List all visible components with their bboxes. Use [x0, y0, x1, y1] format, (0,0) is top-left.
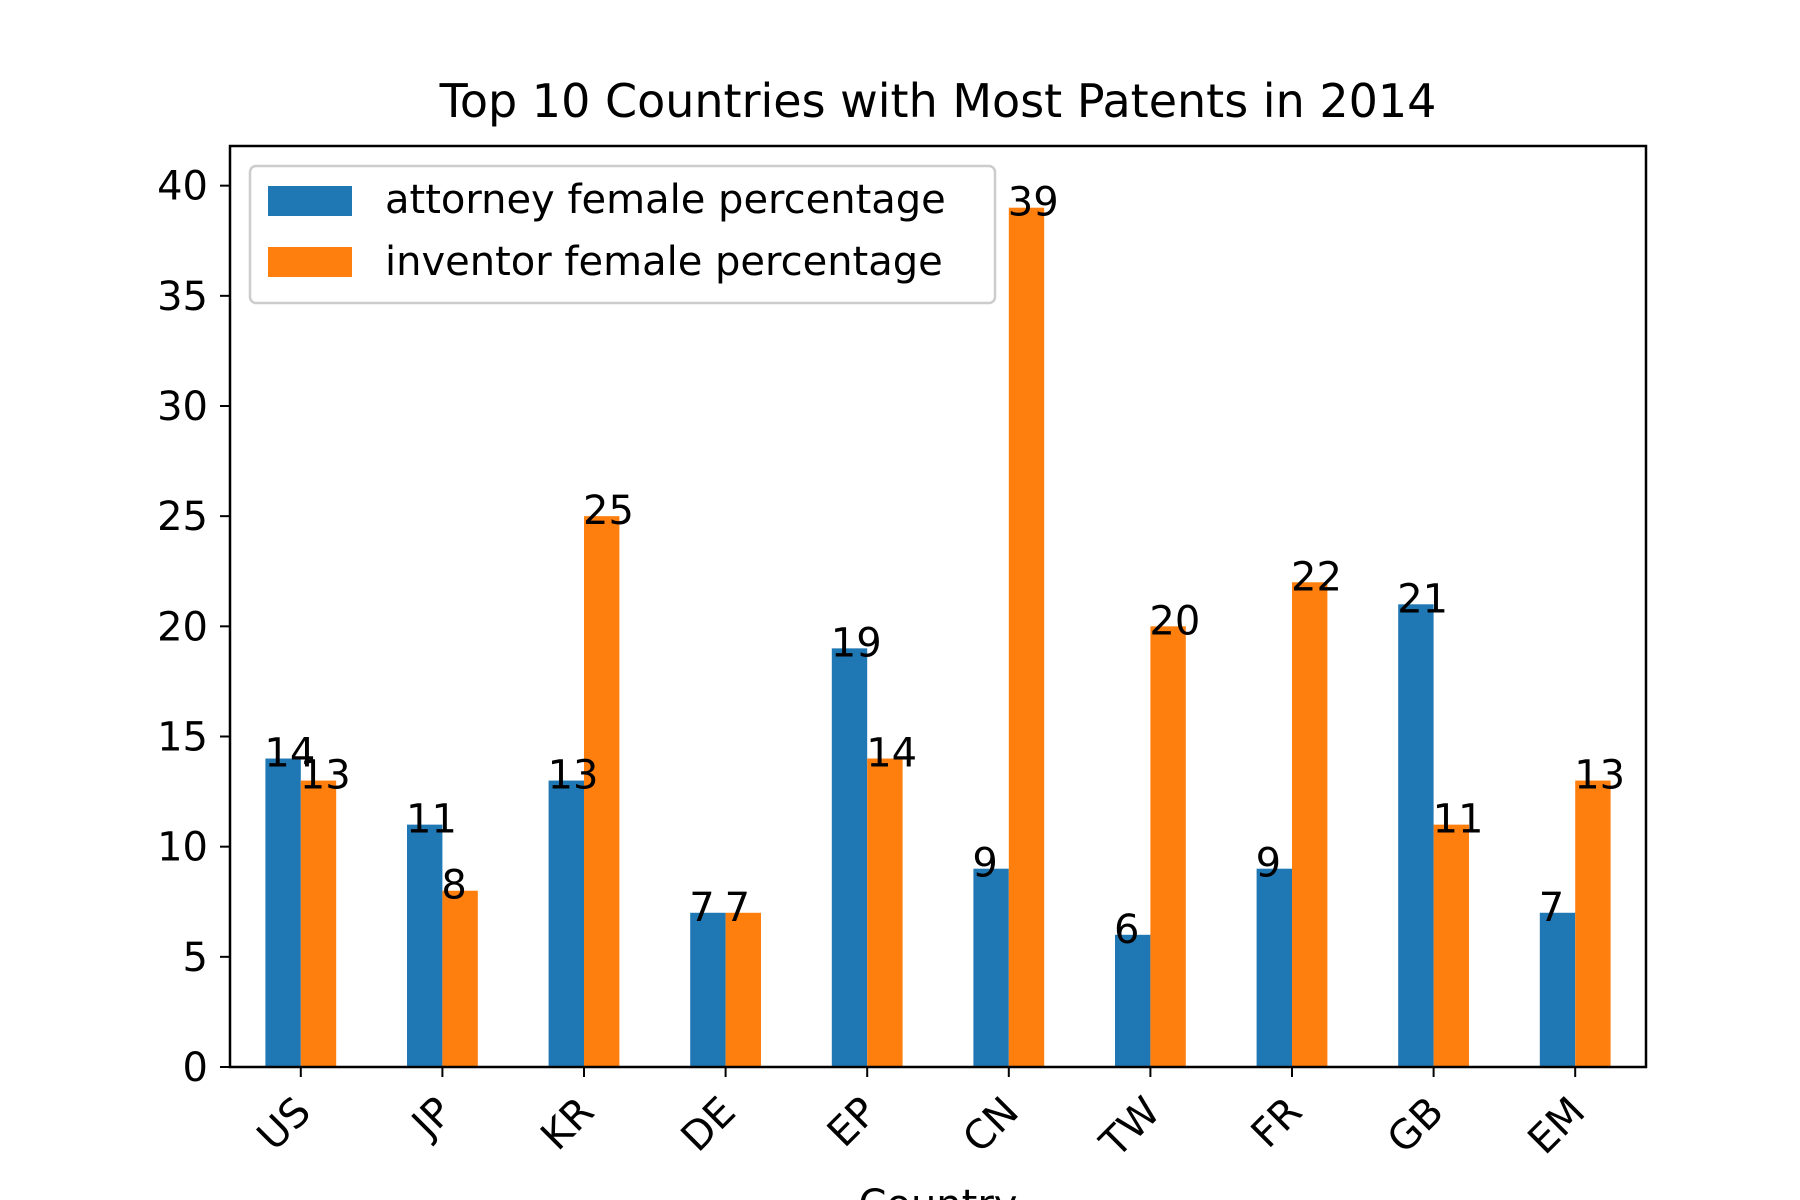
bar-inventor-tw — [1150, 626, 1185, 1067]
data-label-inventor-jp: 8 — [441, 863, 466, 909]
data-label-attorney-gb: 21 — [1397, 576, 1448, 622]
bar-inventor-de — [726, 913, 761, 1067]
bar-attorney-kr — [549, 781, 584, 1067]
data-label-inventor-kr: 25 — [583, 488, 634, 534]
bar-inventor-jp — [442, 891, 477, 1067]
data-label-inventor-fr: 22 — [1291, 554, 1342, 600]
data-label-attorney-tw: 6 — [1114, 907, 1139, 953]
bar-attorney-gb — [1398, 604, 1433, 1067]
data-label-attorney-jp: 11 — [406, 797, 457, 843]
bar-attorney-jp — [407, 825, 442, 1067]
legend-label-attorney: attorney female percentage — [385, 177, 946, 223]
bar-inventor-em — [1575, 781, 1610, 1067]
data-label-inventor-de: 7 — [725, 885, 750, 931]
y-tick-label: 20 — [157, 604, 208, 650]
data-label-attorney-em: 7 — [1539, 885, 1564, 931]
bar-attorney-us — [265, 759, 300, 1067]
data-label-attorney-fr: 9 — [1256, 841, 1281, 887]
legend-swatch-inventor — [268, 247, 352, 277]
bar-attorney-em — [1540, 913, 1575, 1067]
legend: attorney female percentage inventor fema… — [250, 166, 995, 303]
bar-inventor-fr — [1292, 582, 1327, 1067]
bar-attorney-de — [690, 913, 725, 1067]
bar-attorney-ep — [832, 648, 867, 1067]
y-tick-label: 40 — [157, 164, 208, 210]
data-label-attorney-ep: 19 — [831, 620, 882, 666]
bar-attorney-tw — [1115, 935, 1150, 1067]
y-tick-label: 10 — [157, 825, 208, 871]
bar-inventor-us — [301, 781, 336, 1067]
y-tick-label: 5 — [183, 935, 208, 981]
bar-inventor-cn — [1009, 208, 1044, 1067]
data-label-inventor-tw: 20 — [1149, 598, 1200, 644]
data-label-attorney-de: 7 — [689, 885, 714, 931]
data-label-attorney-kr: 13 — [548, 753, 599, 799]
x-axis-label: Country — [859, 1182, 1018, 1200]
y-tick-label: 30 — [157, 384, 208, 430]
legend-label-inventor: inventor female percentage — [385, 239, 943, 285]
data-label-inventor-gb: 11 — [1433, 797, 1484, 843]
data-label-inventor-em: 13 — [1574, 753, 1625, 799]
bar-attorney-cn — [973, 869, 1008, 1067]
data-label-inventor-ep: 14 — [866, 731, 917, 777]
chart-title: Top 10 Countries with Most Patents in 20… — [439, 74, 1437, 128]
data-label-attorney-cn: 9 — [972, 841, 997, 887]
data-label-inventor-us: 13 — [300, 753, 351, 799]
y-tick-label: 25 — [157, 494, 208, 540]
legend-swatch-attorney — [268, 186, 352, 216]
data-label-inventor-cn: 39 — [1008, 180, 1059, 226]
bar-attorney-fr — [1257, 869, 1292, 1067]
y-tick-label: 35 — [157, 274, 208, 320]
bar-inventor-gb — [1434, 825, 1469, 1067]
y-tick-label: 15 — [157, 714, 208, 760]
y-tick-label: 0 — [183, 1045, 208, 1091]
bar-inventor-ep — [867, 759, 902, 1067]
